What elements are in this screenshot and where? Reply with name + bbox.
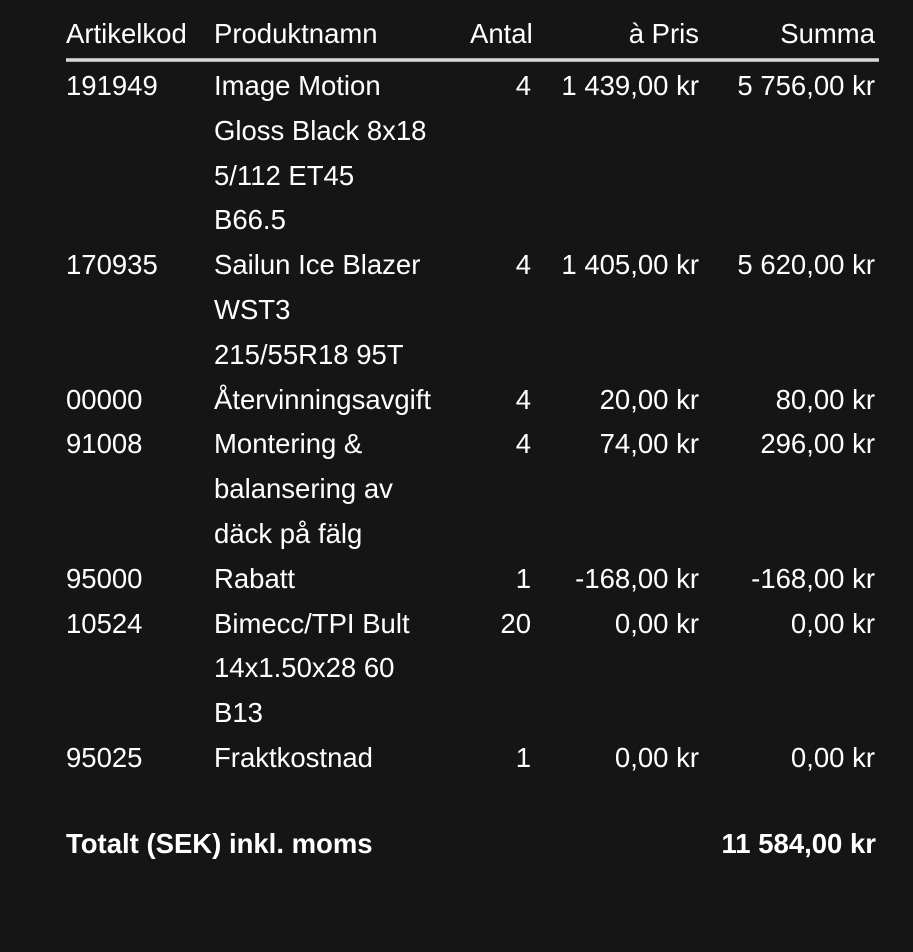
table-row: 170935 Sailun Ice Blazer WST3 215/55R18 95T… — [66, 243, 876, 377]
cell-price: 0,00 kr — [614, 607, 699, 639]
cell-name: Image Motion Gloss Black 8x18 5/112 ET45 B6… — [214, 64, 470, 243]
cell-price: 1 405,00 kr — [561, 249, 699, 281]
header-name: Produktnamn — [214, 18, 378, 49]
cell-price: 74,00 kr — [599, 428, 699, 460]
cell-code: 95025 — [66, 741, 143, 773]
cell-name: Bimecc/TPI Bult 14x1.50x28 60 B13 — [214, 602, 470, 736]
cell-name: Återvinningsavgift — [214, 378, 470, 423]
name-line: Montering & — [214, 428, 363, 460]
name-line: 14x1.50x28 60 — [214, 652, 395, 684]
cell-name: Rabatt — [214, 557, 470, 602]
cell-price: 20,00 kr — [599, 383, 699, 415]
cell-code: 170935 — [66, 249, 158, 281]
cell-qty: 4 — [515, 428, 531, 460]
cell-qty: 1 — [515, 741, 531, 773]
name-line: B13 — [214, 697, 263, 729]
total-row: Totalt (SEK) inkl. moms 11 584,00 kr — [66, 822, 876, 866]
name-line: Image Motion — [214, 70, 381, 101]
table-body: 191949 Image Motion Gloss Black 8x18 5/112 … — [66, 64, 876, 781]
cell-sum: 296,00 kr — [760, 428, 875, 460]
cell-sum: 80,00 kr — [775, 383, 875, 415]
cell-code: 191949 — [66, 70, 158, 101]
cell-price: 0,00 kr — [614, 741, 699, 773]
header-qty: Antal — [470, 18, 533, 49]
header-sum: Summa — [780, 18, 875, 49]
cell-price: -168,00 kr — [575, 562, 699, 594]
cell-name: Fraktkostnad — [214, 736, 470, 781]
cell-name: Montering & balansering av däck på fälg — [214, 422, 470, 556]
table-row: 00000 Återvinningsavgift 4 20,00 kr 80,00 kr — [66, 378, 876, 423]
table-row: 91008 Montering & balansering av däck på fä… — [66, 422, 876, 556]
total-label: Totalt (SEK) inkl. moms — [66, 828, 373, 859]
cell-qty: 4 — [515, 70, 531, 101]
cell-sum: 5 756,00 kr — [737, 70, 875, 101]
cell-qty: 4 — [515, 383, 531, 415]
name-line: Bimecc/TPI Bult — [214, 607, 410, 639]
table-row: 95000 Rabatt 1 -168,00 kr -168,00 kr — [66, 557, 876, 602]
cell-sum: 5 620,00 kr — [737, 249, 875, 281]
name-line: Fraktkostnad — [214, 741, 373, 773]
header-code: Artikelkod — [66, 18, 187, 49]
total-value: 11 584,00 kr — [721, 828, 876, 859]
header-price: à Pris — [628, 18, 699, 49]
cell-code: 10524 — [66, 607, 143, 639]
table-row: 10524 Bimecc/TPI Bult 14x1.50x28 60 B13 20 0,… — [66, 602, 876, 736]
name-line: 5/112 ET45 — [214, 159, 355, 191]
cell-price: 1 439,00 kr — [561, 70, 699, 101]
name-line: däck på fälg — [214, 517, 363, 549]
name-line: Återvinningsavgift — [214, 383, 432, 415]
cell-sum: 0,00 kr — [790, 607, 875, 639]
cell-code: 95000 — [66, 562, 143, 594]
cell-qty: 20 — [500, 607, 531, 639]
table-row: 191949 Image Motion Gloss Black 8x18 5/112 … — [66, 64, 876, 243]
table-row: 95025 Fraktkostnad 1 0,00 kr 0,00 kr — [66, 736, 876, 781]
table-header: Artikelkod Produktnamn Antal à Pris Summ… — [66, 12, 876, 56]
cell-code: 91008 — [66, 428, 143, 460]
name-line: B66.5 — [214, 204, 286, 236]
cell-sum: 0,00 kr — [790, 741, 875, 773]
name-line: 215/55R18 95T — [214, 338, 404, 370]
cell-code: 00000 — [66, 383, 143, 415]
cell-qty: 4 — [515, 249, 531, 281]
order-table: Artikelkod Produktnamn Antal à Pris Summ… — [66, 12, 879, 781]
name-line: Rabatt — [214, 562, 296, 594]
cell-name: Sailun Ice Blazer WST3 215/55R18 95T — [214, 243, 470, 377]
cell-sum: -168,00 kr — [751, 562, 875, 594]
name-line: balansering av — [214, 473, 393, 505]
cell-qty: 1 — [515, 562, 531, 594]
name-line: Gloss Black 8x18 — [214, 114, 427, 146]
name-line: Sailun Ice Blazer — [214, 249, 421, 281]
name-line: WST3 — [214, 293, 291, 325]
header-divider — [66, 58, 879, 62]
